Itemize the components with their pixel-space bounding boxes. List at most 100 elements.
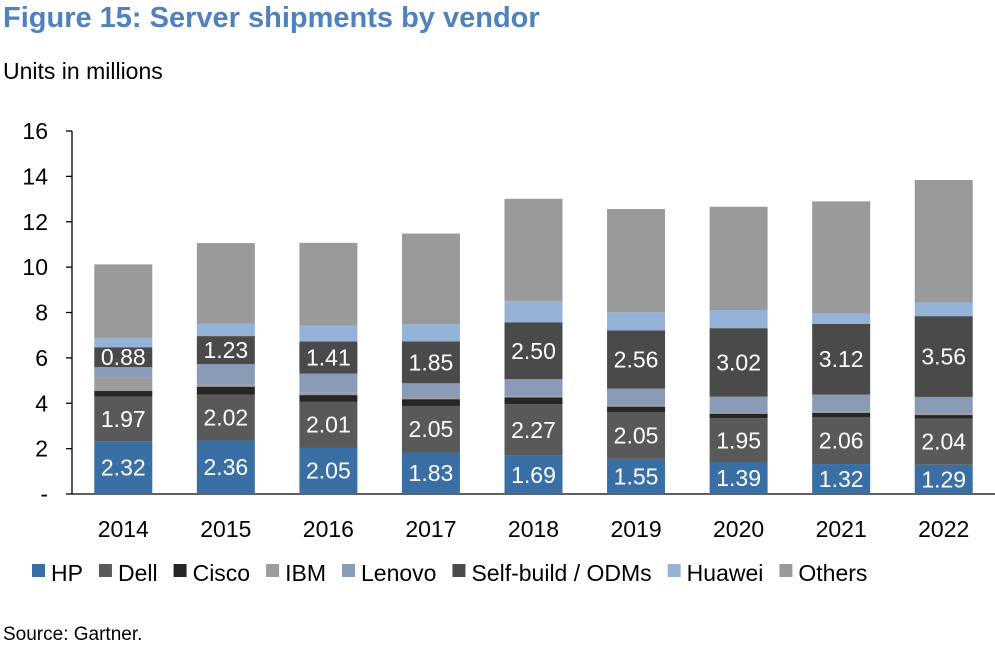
data-label: 2.02 (203, 405, 248, 431)
legend-label: HP (51, 560, 83, 586)
legend-label: Cisco (193, 560, 251, 586)
legend-label: Others (798, 560, 867, 586)
y-tick-label: 10 (22, 254, 48, 280)
bar-segment (401, 399, 460, 406)
legend-label: IBM (285, 560, 326, 586)
data-label: 1.29 (921, 466, 966, 492)
data-label: 2.01 (306, 412, 351, 438)
bar-segment (504, 322, 563, 380)
bar-segment (401, 324, 460, 342)
bar-segment (504, 300, 563, 323)
legend-swatch (266, 564, 280, 577)
chart-subtitle: Units in millions (3, 58, 163, 84)
y-tick-label: 12 (22, 209, 48, 235)
x-tick-label: 2015 (200, 516, 251, 542)
bar-segment (914, 464, 973, 494)
x-tick-label: 2017 (405, 516, 456, 542)
data-label: 2.05 (306, 458, 351, 484)
data-label: 3.02 (716, 349, 761, 375)
data-label: 1.95 (716, 427, 761, 453)
bar-segment (299, 447, 358, 494)
x-tick-label: 2022 (918, 516, 969, 542)
bar-segment (299, 401, 358, 448)
data-label: 1.39 (716, 465, 761, 491)
bar-segment (299, 373, 358, 393)
legend-swatch (452, 564, 466, 577)
bar-segment (607, 458, 666, 494)
data-label: 1.85 (409, 349, 454, 375)
x-tick-label: 2018 (508, 516, 559, 542)
data-label: 1.32 (819, 466, 864, 492)
legend-label: Dell (118, 560, 158, 586)
bar-segment (607, 330, 666, 389)
bar-segment (914, 415, 973, 419)
data-label: 0.88 (101, 344, 146, 370)
data-label: 3.56 (921, 344, 966, 370)
x-tick-label: 2020 (713, 516, 764, 542)
bar-segment (94, 377, 153, 391)
bar-segment (709, 328, 768, 397)
bar-segment (299, 392, 358, 396)
bar-segment (607, 412, 666, 459)
bar-segment (401, 398, 460, 400)
bar-segment (94, 367, 153, 378)
data-label: 3.12 (819, 346, 864, 372)
bar-segment (94, 396, 153, 442)
data-label: 2.05 (614, 423, 659, 449)
data-label: 1.97 (101, 406, 146, 432)
x-tick-label: 2014 (98, 516, 149, 542)
data-label: 1.55 (614, 463, 659, 489)
bar-segment (709, 412, 768, 414)
bar-segment (94, 347, 153, 368)
bar-segment (607, 209, 666, 313)
bar-segment (607, 406, 666, 413)
bar-segment (94, 390, 153, 397)
bar-segment (607, 312, 666, 331)
data-label: 2.05 (409, 416, 454, 442)
bar-segment (299, 341, 358, 374)
bar-segment (196, 394, 255, 441)
bar-segment (196, 440, 255, 494)
legend-swatch (779, 564, 793, 577)
bar-segment (504, 404, 563, 456)
bar-segment (504, 397, 563, 405)
legend-swatch (341, 564, 355, 577)
bar-segment (504, 379, 563, 397)
bar-segment (607, 405, 666, 407)
bar-segment (709, 418, 768, 463)
bar-segment (94, 264, 153, 339)
legend-label: Huawei (687, 560, 764, 586)
bar-segment (94, 338, 153, 348)
chart-title: Figure 15: Server shipments by vendor (3, 2, 540, 34)
bar-segment (607, 388, 666, 406)
legend-swatch (667, 564, 681, 577)
data-label: 1.83 (409, 460, 454, 486)
bar-segment (504, 455, 563, 494)
bar-segment (401, 452, 460, 494)
bar-segment (196, 336, 255, 365)
data-label: 2.06 (819, 428, 864, 454)
bar-segment (914, 418, 973, 465)
bar-segment (709, 396, 768, 413)
bar-segment (914, 302, 973, 317)
bar-segment (196, 243, 255, 324)
bar-segment (94, 441, 153, 494)
bar-segment (196, 364, 255, 385)
data-label: 2.32 (101, 455, 146, 481)
bar-segment (196, 384, 255, 387)
bar-segment (812, 417, 871, 465)
bar-segment (504, 198, 563, 301)
bar-segment (914, 180, 973, 303)
bar-segment (812, 464, 871, 494)
bar-segment (196, 386, 255, 395)
stacked-bar-chart: - 2 4 6 8 10 12 14 16 2.32 1.97 0.88 2014 2.36 2.02 1.2… (22, 118, 995, 586)
bar-segment (812, 323, 871, 395)
y-tick-label: 4 (35, 390, 48, 416)
bar-segment (299, 325, 358, 342)
x-tick-label: 2019 (610, 516, 661, 542)
data-label: 2.36 (203, 454, 248, 480)
bar-segment (709, 310, 768, 329)
bar-segment (401, 233, 460, 325)
legend-label: Self-build / ODMs (471, 560, 651, 586)
bar-segment (914, 316, 973, 397)
